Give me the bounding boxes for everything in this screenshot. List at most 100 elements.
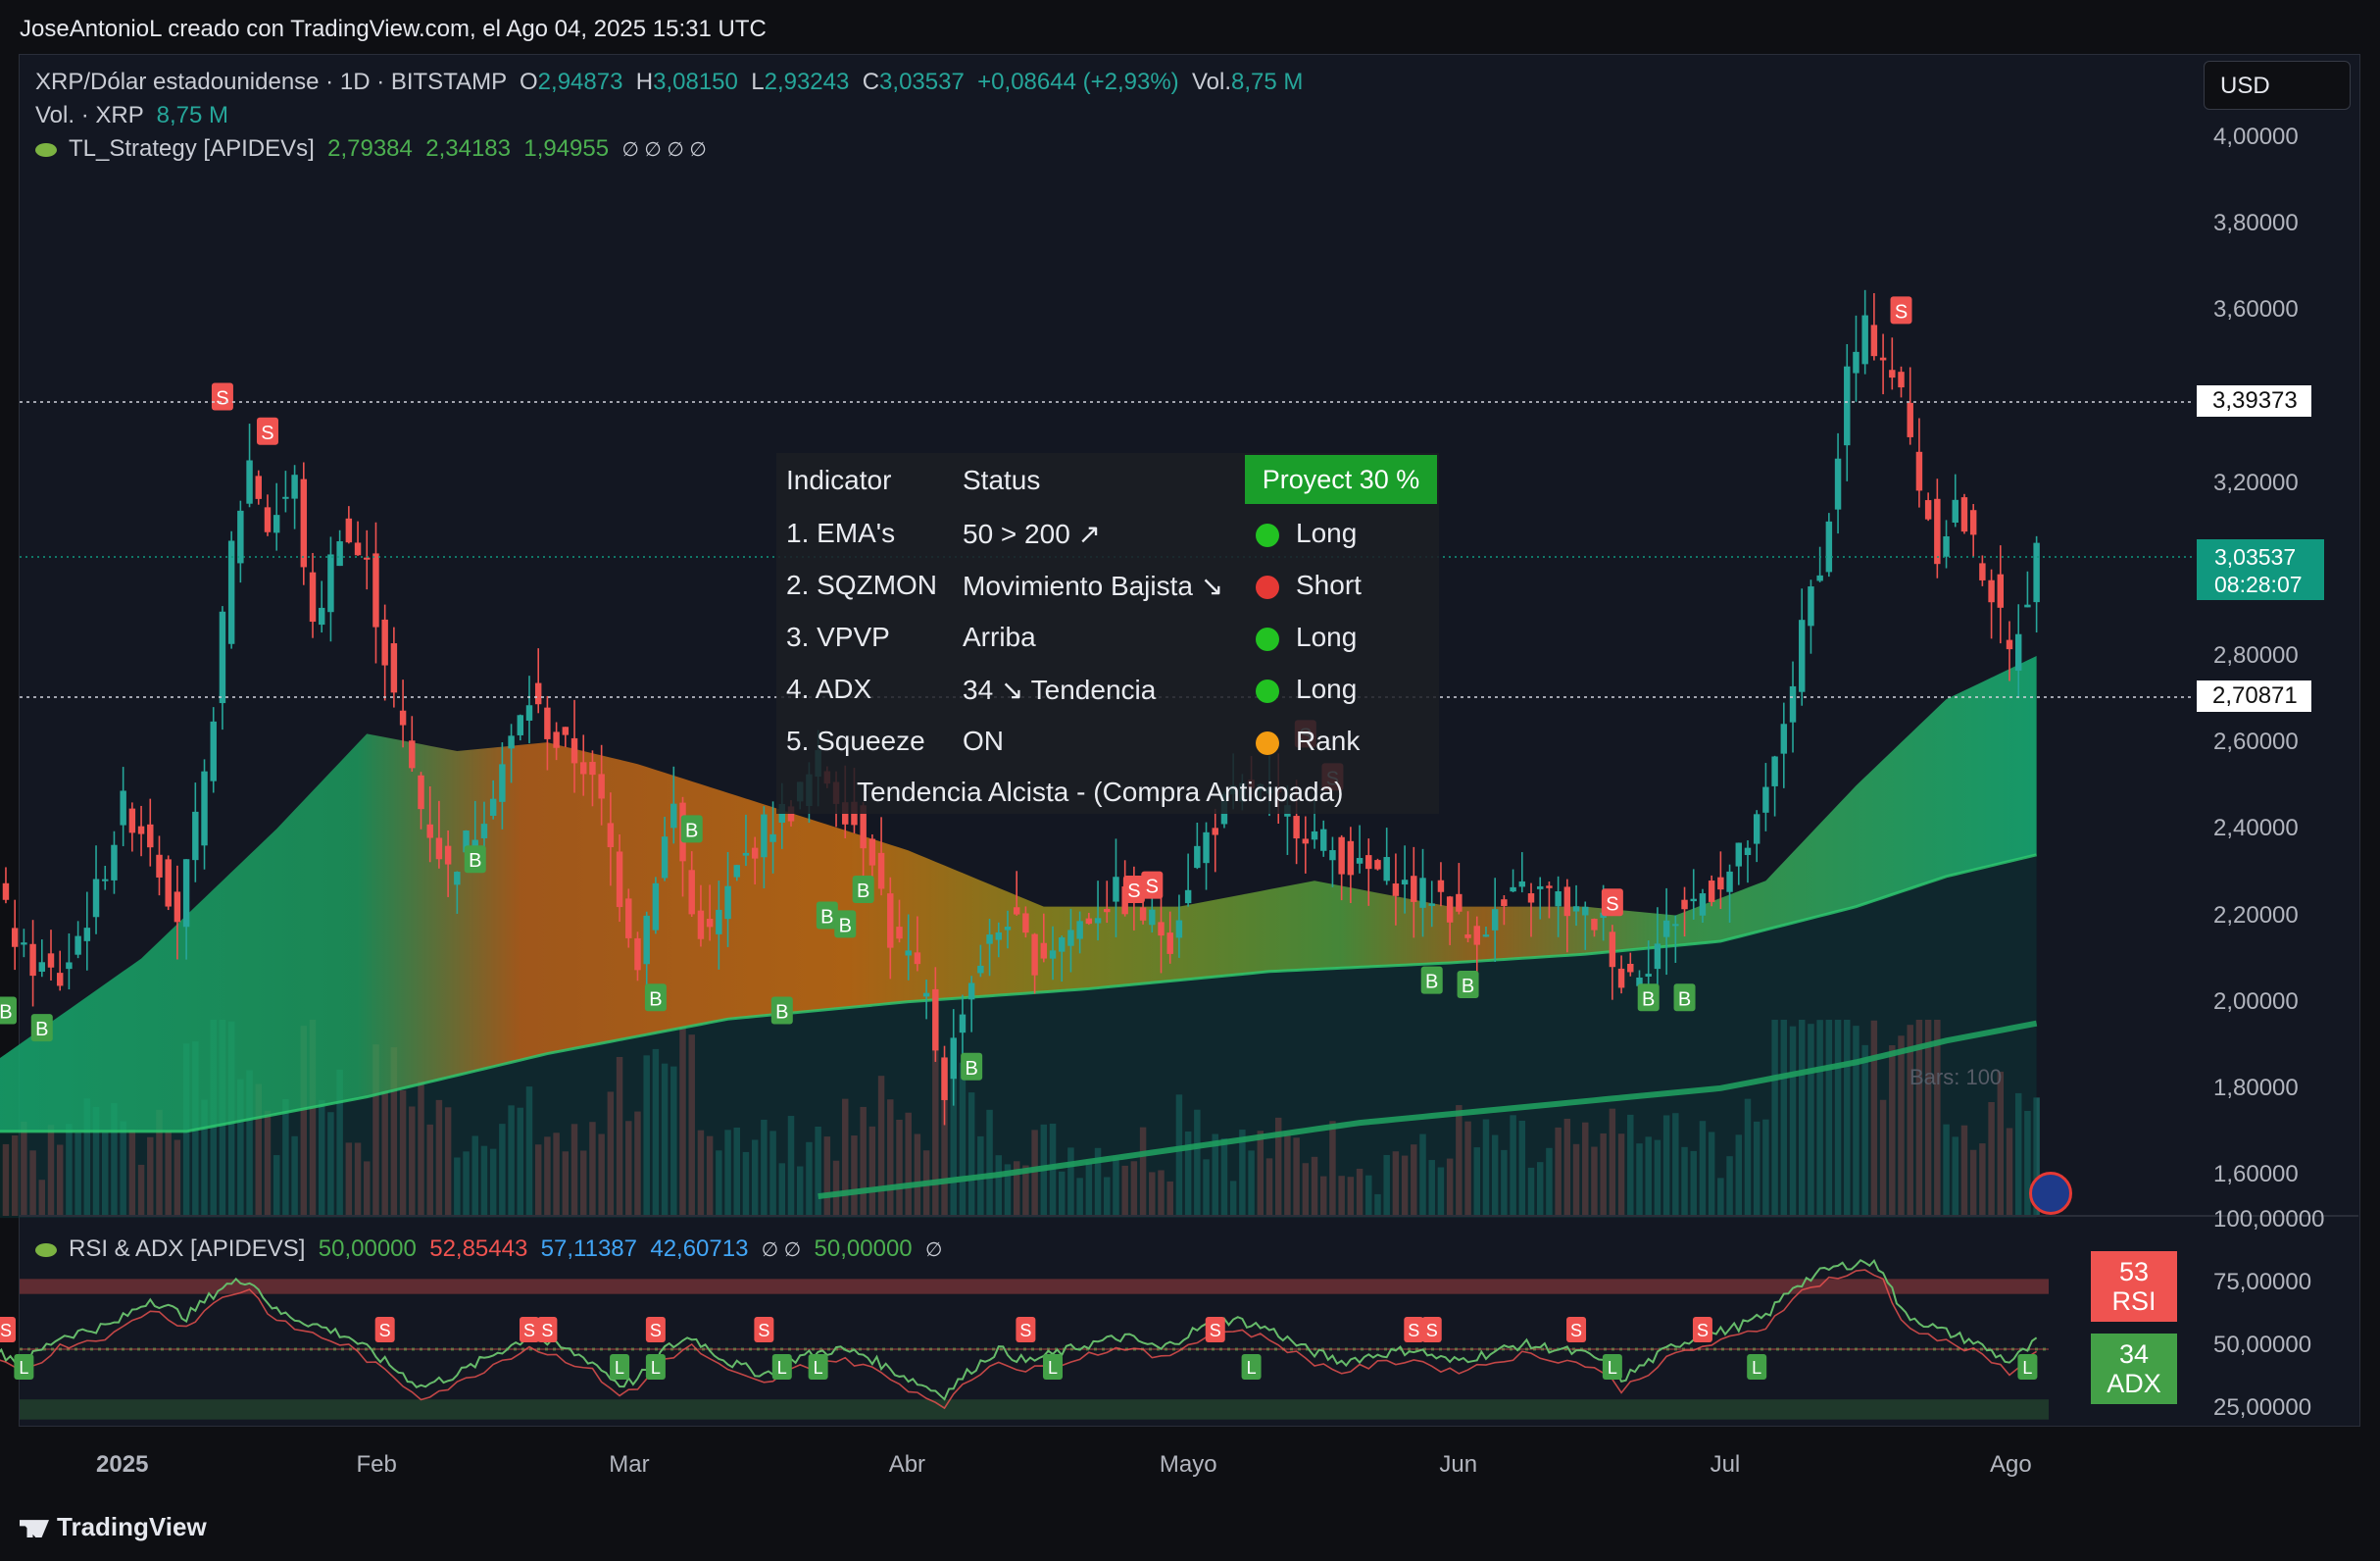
- volume-legend[interactable]: Vol. · XRP 8,75 M: [35, 102, 228, 129]
- rsi-legend[interactable]: RSI & ADX [APIDEVS] 50,00000 52,85443 57…: [35, 1235, 942, 1263]
- volume-bar: [1411, 1144, 1417, 1216]
- candle-body: [399, 710, 407, 726]
- volume-bar: [444, 1107, 452, 1216]
- candle-body: [38, 962, 46, 972]
- volume-bar: [517, 1107, 524, 1216]
- frog-icon: [35, 1242, 57, 1257]
- candle-body: [1853, 351, 1859, 374]
- signal-marker: [834, 910, 857, 938]
- volume-bar: [706, 1135, 714, 1216]
- volume-bar: [1446, 1158, 1454, 1216]
- time-axis-label: Abr: [888, 1451, 926, 1478]
- currency-button[interactable]: USD: [2204, 61, 2351, 110]
- rsi-signal-label: L: [814, 1358, 823, 1378]
- strategy-legend[interactable]: TL_Strategy [APIDEVs] 2,79384 2,34183 1,…: [35, 135, 707, 163]
- candle-body: [120, 790, 126, 826]
- volume-bar: [1248, 1150, 1255, 1216]
- volume-bar: [1518, 1120, 1526, 1216]
- volume-bar: [1834, 1020, 1842, 1216]
- symbol-legend[interactable]: XRP/Dólar estadounidense · 1D · BITSTAMP…: [35, 69, 1303, 96]
- candle-body: [1347, 840, 1355, 876]
- volume-bar: [463, 1151, 470, 1216]
- signal-marker: [1890, 296, 1912, 325]
- volume-bar: [174, 1139, 181, 1216]
- candle-body: [390, 643, 398, 693]
- volume-bar: [1934, 1020, 1941, 1216]
- table-header-indicator: Indicator: [786, 465, 892, 495]
- volume-bar: [661, 1063, 669, 1216]
- candle-body: [868, 838, 876, 866]
- volume-bar: [1699, 1121, 1707, 1216]
- candle-body: [345, 518, 353, 543]
- symbol-name: XRP/Dólar estadounidense · 1D · BITSTAMP: [35, 69, 507, 95]
- us-flag-icon[interactable]: [2029, 1172, 2072, 1215]
- volume-bar: [300, 1026, 308, 1216]
- signal-marker: [1457, 971, 1479, 999]
- volume-bar: [598, 1133, 605, 1216]
- candle-body: [688, 870, 695, 915]
- volume-bar: [1600, 1133, 1607, 1216]
- candle-body: [1952, 499, 1959, 524]
- candle-body: [201, 771, 208, 846]
- volume-bar: [1527, 1167, 1535, 1216]
- table-cell-status: ON: [963, 726, 1004, 756]
- rsi-value-2: 52,85443: [429, 1235, 528, 1262]
- volume-bar: [1229, 1181, 1237, 1216]
- tradingview-logo[interactable]: TradingView: [20, 1512, 207, 1542]
- candle-body: [1789, 685, 1797, 723]
- table-cell-signal: Long: [1296, 674, 1358, 704]
- candle-body: [165, 859, 172, 907]
- volume-bar: [1428, 1160, 1435, 1216]
- volume-bar: [1861, 1044, 1868, 1216]
- candle-body: [300, 478, 308, 568]
- candle-body: [625, 898, 632, 938]
- volume-bar: [2, 1143, 10, 1216]
- signal-label: B: [649, 988, 662, 1010]
- volume-bar: [1401, 1155, 1409, 1216]
- bars-note: Bars: 100: [1909, 1065, 2003, 1089]
- candle-body: [2, 882, 10, 900]
- rsi-signal-label: S: [1408, 1321, 1419, 1340]
- volume-bar: [1609, 1108, 1616, 1216]
- volume-bar: [1456, 1105, 1463, 1216]
- rsi-signal-marker: [1205, 1317, 1225, 1342]
- status-dot-icon: [1256, 680, 1279, 703]
- volume-bar: [796, 1166, 804, 1216]
- volume-bar: [1853, 1026, 1859, 1216]
- table-cell-indicator: 1. EMA's: [786, 518, 896, 548]
- candle-body: [670, 803, 677, 829]
- candle-body: [273, 515, 280, 533]
- candle-body: [1374, 860, 1381, 870]
- signal-label: B: [0, 1001, 13, 1023]
- volume-bar: [74, 1133, 81, 1216]
- table-cell-indicator: 2. SQZMON: [786, 570, 938, 600]
- candle-body: [336, 541, 343, 567]
- candle-body: [1907, 402, 1913, 437]
- signal-label: B: [35, 1019, 48, 1040]
- volume-bar: [102, 1132, 109, 1216]
- strategy-mid-line: [0, 853, 2037, 1133]
- status-dot-icon: [1256, 524, 1279, 547]
- volume-bars: [2, 1020, 2040, 1216]
- volume-bar: [1780, 1020, 1788, 1216]
- rsi-axis-100: 100,00000: [2213, 1206, 2325, 1233]
- volume-bar: [751, 1139, 759, 1216]
- candle-body: [2024, 604, 2031, 608]
- volume-bar: [1076, 1178, 1083, 1216]
- candle-body: [1879, 357, 1887, 361]
- candle-body: [318, 607, 325, 626]
- table-cell-status: Movimiento Bajista ↘: [963, 571, 1224, 601]
- rsi-value-3: 57,11387: [540, 1235, 637, 1262]
- candle-body: [1924, 500, 1932, 520]
- volume-bar: [1943, 1124, 1950, 1216]
- signal-marker: [961, 1052, 983, 1081]
- volume-bar: [1744, 1098, 1752, 1216]
- price-axis-label: 2,20000: [2213, 901, 2299, 929]
- status-dot-icon: [1256, 576, 1279, 599]
- candle-body: [66, 962, 73, 970]
- candle-body: [1212, 828, 1218, 835]
- rsi-signal-marker: [1747, 1354, 1767, 1380]
- candle-body: [562, 727, 570, 735]
- rsi-signal-label: S: [1697, 1321, 1709, 1340]
